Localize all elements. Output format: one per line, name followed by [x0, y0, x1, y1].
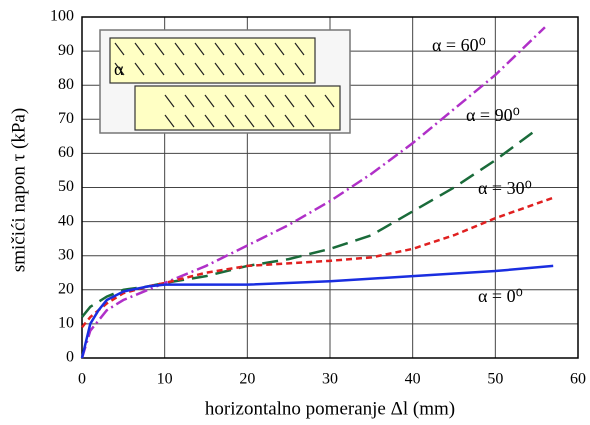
hatch-line [204, 114, 215, 128]
hatch-line [134, 62, 145, 76]
series-line [80, 26, 546, 359]
annotation: α = 30⁰ [478, 178, 532, 198]
x-tick-label: 30 [322, 371, 338, 388]
x-tick-label: 40 [405, 371, 421, 388]
hatch-line [264, 94, 275, 108]
hatch-line [204, 94, 215, 108]
hatch-line [274, 62, 285, 76]
hatch-line [174, 62, 185, 76]
hatch-line [184, 114, 195, 128]
hatch-line [244, 94, 255, 108]
hatch-line [324, 94, 335, 108]
y-tick-label: 0 [66, 349, 74, 366]
upper-block [109, 37, 316, 84]
hatch-line [154, 42, 165, 56]
hatch-line [304, 94, 315, 108]
y-tick-label: 40 [58, 212, 74, 229]
y-tick-label: 80 [58, 76, 74, 93]
series-line [81, 196, 554, 329]
y-tick-label: 60 [58, 144, 74, 161]
hatching [114, 42, 335, 128]
y-tick-label: 30 [58, 246, 74, 263]
hatch-line [174, 42, 185, 56]
hatch-line [164, 94, 175, 108]
x-tick-label: 50 [487, 371, 503, 388]
hatch-line [294, 62, 305, 76]
y-tick-label: 10 [58, 315, 74, 332]
hatch-line [224, 114, 235, 128]
plot-frame [81, 16, 579, 359]
hatch-line [194, 62, 205, 76]
y-tick-label: 20 [58, 280, 74, 297]
annotation: α = 0⁰ [478, 286, 523, 306]
hatch-line [164, 114, 175, 128]
x-tick-label: 10 [157, 371, 173, 388]
x-tick-label: 20 [239, 371, 255, 388]
y-axis-title: smičići napon τ (kPa) [8, 108, 29, 272]
hatch-line [214, 42, 225, 56]
series-line [81, 128, 538, 318]
x-tick-label: 0 [78, 371, 86, 388]
hatch-line [184, 94, 195, 108]
x-tick-label: 60 [570, 371, 586, 388]
hatch-line [294, 42, 305, 56]
hatch-line [154, 62, 165, 76]
hatch-line [214, 62, 225, 76]
hatch-line [114, 62, 125, 76]
hatch-line [134, 42, 145, 56]
y-tick-label: 100 [50, 8, 74, 25]
hatch-line [274, 42, 285, 56]
series-line [80, 264, 554, 359]
y-tick-label: 50 [58, 178, 74, 195]
hatch-line [264, 114, 275, 128]
hatch-line [234, 42, 245, 56]
hatch-line [304, 114, 315, 128]
hatch-line [194, 42, 205, 56]
annotation: α = 60⁰ [432, 35, 486, 55]
inset-label: α [114, 59, 124, 79]
hatch-line [114, 42, 125, 56]
annotation: α = 90⁰ [466, 105, 520, 125]
hatch-line [284, 94, 295, 108]
lower-block [134, 85, 341, 131]
hatch-line [284, 114, 295, 128]
y-tick-label: 70 [58, 110, 74, 127]
hatch-line [224, 94, 235, 108]
hatch-line [254, 42, 265, 56]
hatch-line [244, 114, 255, 128]
hatch-line [234, 62, 245, 76]
hatch-line [254, 62, 265, 76]
inset: α [99, 29, 351, 134]
y-tick-label: 90 [58, 42, 74, 59]
x-axis-title: horizontalno pomeranje Δl (mm) [205, 398, 455, 419]
